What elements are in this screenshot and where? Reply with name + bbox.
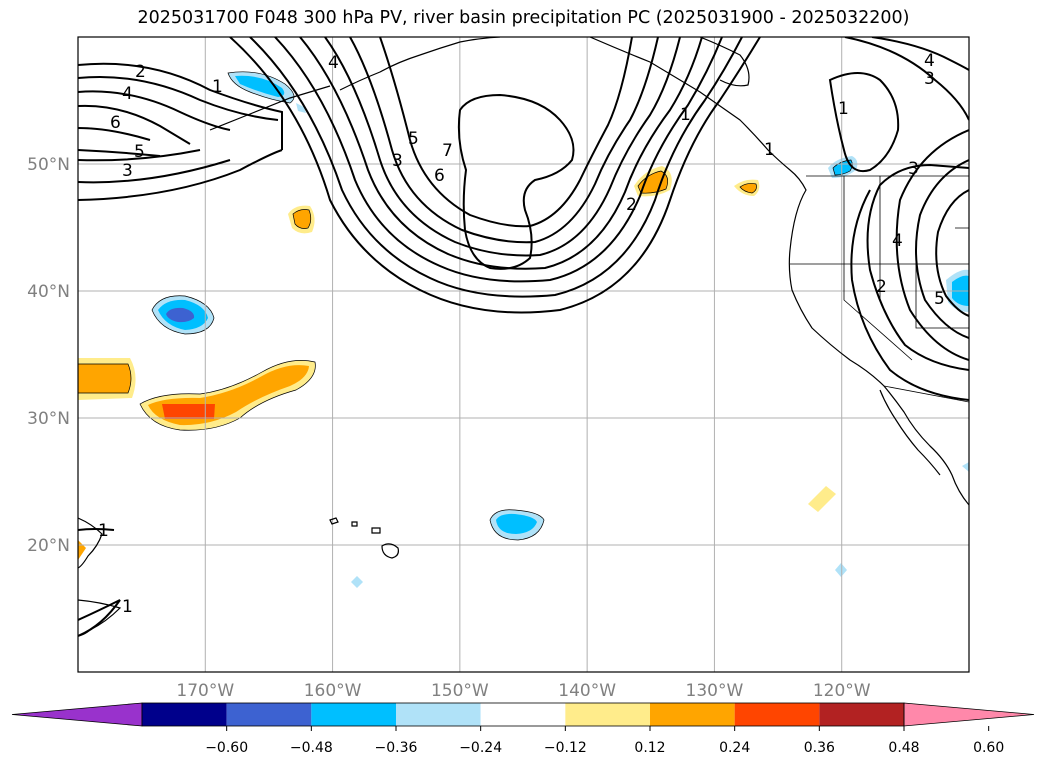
colorbar-tick-label: −0.36 bbox=[375, 740, 418, 756]
pv-contour-label: 1 bbox=[98, 521, 109, 541]
colorbar-tick-label: −0.24 bbox=[459, 740, 502, 756]
map-frame bbox=[77, 36, 970, 673]
pv-contour-label: 2 bbox=[135, 62, 146, 82]
precip-negative-area bbox=[351, 576, 363, 588]
pv-contour-labels: 2 4 6 5 3 1 4 5 3 6 7 2 1 1 3 4 2 5 4 3 … bbox=[98, 51, 945, 617]
pv-contour-label: 3 bbox=[392, 151, 403, 171]
pv-contour-label: 1 bbox=[122, 597, 133, 617]
colorbar-extend-min bbox=[11, 702, 143, 727]
precip-positive-area bbox=[78, 540, 86, 560]
map-title: 2025031700 F048 300 hPa PV, river basin … bbox=[137, 8, 910, 28]
colorbar-cell bbox=[396, 703, 481, 726]
colorbar-tick-label: 0.60 bbox=[973, 740, 1004, 756]
colorbar-cell bbox=[142, 703, 227, 726]
precip-positive-area bbox=[78, 364, 131, 393]
precip-negative-area bbox=[962, 462, 969, 472]
north-america-coast bbox=[589, 37, 969, 506]
left-edge-coast bbox=[78, 517, 103, 569]
colorbar-tick-label: −0.48 bbox=[290, 740, 333, 756]
pv-contour-label: 5 bbox=[408, 129, 419, 149]
precip-negative-area bbox=[166, 307, 195, 323]
colorbar-cell bbox=[734, 703, 820, 726]
pv-contour-label: 1 bbox=[764, 140, 775, 160]
precip-negative-area bbox=[496, 513, 537, 534]
longitude-label: 140°W bbox=[558, 681, 616, 701]
colorbar-frame bbox=[141, 702, 905, 727]
longitude-label: 150°W bbox=[431, 681, 489, 701]
precip-negative-area bbox=[835, 563, 847, 577]
pv-contour-label: 4 bbox=[122, 84, 133, 104]
pv-contour-label: 5 bbox=[934, 289, 945, 309]
precip-positive-area bbox=[808, 486, 836, 512]
pv-contour-label: 3 bbox=[122, 161, 133, 181]
precip-positive-area bbox=[740, 183, 757, 193]
precip-positive-area bbox=[162, 404, 215, 419]
colorbar-cell bbox=[311, 703, 396, 726]
precip-positive-area bbox=[293, 209, 311, 229]
pv-contour-label: 1 bbox=[212, 77, 223, 97]
pv-contour-label: 4 bbox=[892, 231, 903, 251]
pv-contour-label: 3 bbox=[908, 159, 919, 179]
colorbar-tick-label: −0.60 bbox=[205, 740, 248, 756]
colorbar-tick-label: 0.48 bbox=[888, 740, 919, 756]
precipitation-shading bbox=[78, 71, 969, 588]
precip-negative-area bbox=[296, 103, 306, 113]
political-borders bbox=[790, 175, 969, 403]
colorbar: −0.60 −0.48 −0.36 −0.24 −0.12 0.12 0.24 0.36 0.4… bbox=[11, 702, 1035, 756]
pv-contour-label: 6 bbox=[110, 113, 121, 133]
latitude-label: 20°N bbox=[27, 536, 70, 556]
pv-contour-label: 2 bbox=[626, 195, 637, 215]
precip-positive-area bbox=[638, 171, 668, 194]
baja-coast bbox=[879, 389, 941, 476]
latitude-label: 40°N bbox=[27, 282, 70, 302]
colorbar-cell bbox=[819, 703, 904, 726]
pv-contour-label: 4 bbox=[328, 53, 339, 73]
latitude-label: 50°N bbox=[27, 155, 70, 175]
latitude-labels: 50°N 40°N 30°N 20°N bbox=[27, 155, 70, 556]
pv-contour-label: 4 bbox=[924, 51, 935, 71]
us-mexico-border bbox=[883, 385, 969, 403]
colorbar-cell bbox=[565, 703, 650, 726]
pv-contour-label: 2 bbox=[876, 277, 887, 297]
colorbar-cell bbox=[650, 703, 735, 726]
colorbar-cell bbox=[480, 703, 566, 726]
colorbar-ticks: −0.60 −0.48 −0.36 −0.24 −0.12 0.12 0.24 0.36 0.4… bbox=[205, 726, 1004, 756]
latitude-label: 30°N bbox=[27, 409, 70, 429]
colorbar-tick-label: 0.12 bbox=[634, 740, 665, 756]
coastlines bbox=[78, 37, 969, 637]
longitude-label: 130°W bbox=[686, 681, 744, 701]
colorbar-extend-max bbox=[903, 702, 1035, 727]
pv-contour-label: 1 bbox=[680, 105, 691, 125]
pv-contour-label: 6 bbox=[434, 166, 445, 186]
pv-contour-label: 1 bbox=[838, 99, 849, 119]
gridlines bbox=[78, 37, 969, 672]
state-border bbox=[790, 176, 969, 361]
colorbar-tick-label: −0.12 bbox=[544, 740, 587, 756]
longitude-labels: 170°W 160°W 150°W 140°W 130°W 120°W bbox=[176, 681, 870, 701]
hudson-coast bbox=[699, 37, 750, 87]
aleutian-chain bbox=[209, 85, 331, 131]
longitude-label: 170°W bbox=[176, 681, 234, 701]
pv-contour-label: 5 bbox=[134, 142, 145, 162]
colorbar-tick-label: 0.36 bbox=[804, 740, 835, 756]
colorbar-cell bbox=[226, 703, 312, 726]
precip-negative-area bbox=[235, 75, 285, 97]
colorbar-tick-label: 0.24 bbox=[719, 740, 750, 756]
hawaii-islands bbox=[329, 517, 399, 559]
colorbar-cells bbox=[11, 702, 1035, 727]
pv-contour-label: 3 bbox=[924, 69, 935, 89]
pv-contours bbox=[78, 37, 969, 637]
longitude-label: 160°W bbox=[304, 681, 362, 701]
pv-contour-label: 7 bbox=[442, 141, 453, 161]
longitude-label: 120°W bbox=[813, 681, 871, 701]
